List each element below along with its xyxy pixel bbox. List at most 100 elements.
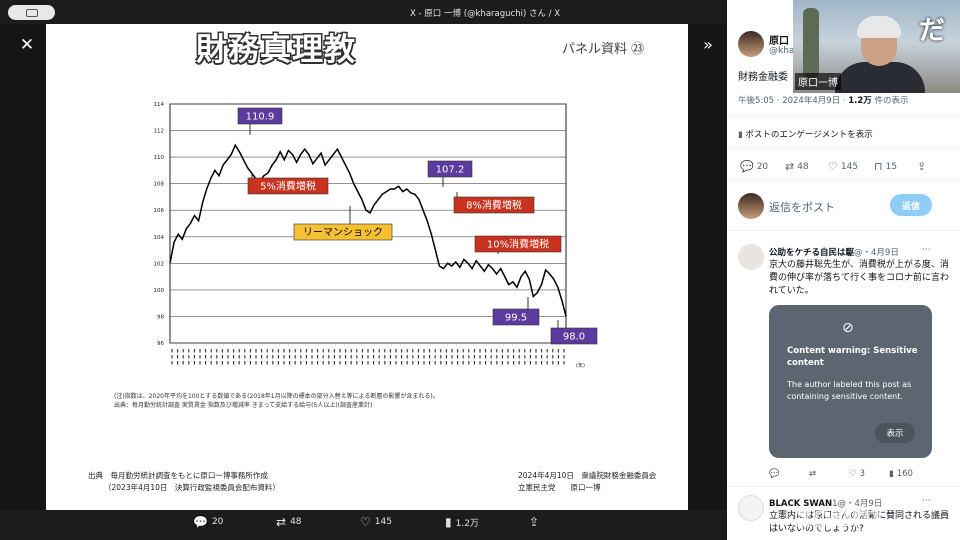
viewer-reply-button[interactable]: 💬 20 [193,515,223,529]
background-statue [803,8,819,78]
divider [727,486,960,487]
y-tick-label: 100 [154,288,165,294]
divider [727,116,960,117]
viewer-repost-button[interactable]: ⇄ 48 [276,515,302,529]
x-tick [535,349,537,365]
more-icon[interactable]: ··· [922,245,931,255]
my-avatar [738,193,764,219]
x-tick [289,349,291,365]
x-tick [328,349,330,365]
x-tick [490,349,492,365]
svg-text:リーマンショック: リーマンショック [303,227,383,239]
viewer-views-button[interactable]: ▮ 1.2万 [445,515,479,529]
x-tick [507,349,509,365]
x-tick [294,349,296,365]
content-warning-box: ⊘ Content warning: Sensitive content The… [769,305,932,458]
divider [727,180,960,181]
window-title: X - 原口 一博 (@kharaguchi) さん / X [410,9,561,19]
reply-2-author[interactable]: BLACK SWAN1@・4月9日 [769,497,882,509]
x-tick [440,349,442,365]
show-content-button[interactable]: 表示 [875,423,915,443]
repost-count: 48 [797,161,809,172]
like-button[interactable]: ♡ 145 [828,160,858,173]
x-tick [221,349,223,365]
source-right-line-1: 2024年4月10日 衆議院財務金融委員会 [518,471,657,480]
y-tick-label: 98 [157,314,164,320]
reply-2-text: 立憲内には原口さんの活動に賛同される議員はいないのでしょうか? [769,511,950,534]
x-tick [255,349,257,365]
x-axis-ticks: (年) [171,349,585,369]
y-tick-label: 112 [154,129,165,135]
chart-source-footnote: 出典：毎月勤労統計調査 実質賃金 指数及び増減率 きまって支給する給与(5人以上… [114,402,373,409]
x-tick [322,349,324,365]
source-left-line-1: 出典 毎月勤労統計調査をもとに原口一博事務所作成 [88,471,268,480]
x-tick [171,349,173,365]
chevron-double-right-icon[interactable]: » [703,34,713,54]
10pct-tax-label: 10%消費増税 [474,235,562,254]
reply-1-views-button[interactable]: ▮ 160 [889,469,913,479]
share-button[interactable]: ⇪ [917,160,926,173]
y-axis-ticks: 96 98 100 102 104 106 108 110 112 114 [154,102,165,347]
repost-icon: ⇄ [276,515,287,529]
svg-text:10%消費増税: 10%消費増税 [487,238,549,251]
more-icon[interactable]: ··· [922,496,931,506]
like-count: 145 [840,161,859,172]
reply-1-like-button[interactable]: ♡ 3 [849,469,865,479]
viewer-like-button[interactable]: ♡ 145 [360,515,392,529]
peak-2-label: 107.2 [427,160,473,187]
viewer-share-button[interactable]: ⇪ [529,515,539,529]
panel-label: パネル資料 ㉓ [562,42,645,57]
x-tick [272,349,274,365]
x-tick [266,349,268,365]
reply-1-author[interactable]: 公助をケチる自民は駆@・4月9日 [769,246,899,258]
reply-button[interactable]: 💬 20 [740,160,768,173]
reply-1-repost-button[interactable]: ⇄ [809,469,819,479]
chart-footnote: (注)指数は、2020年平均を100とする数値である(2018年1月以降の標本の… [114,393,439,400]
bookmark-button[interactable]: ⊓ 15 [874,160,897,173]
y-tick-label: 110 [154,155,165,161]
x-tick [457,349,459,365]
reply-icon: 💬 [740,160,754,173]
media-viewer: X - 原口 一博 (@kharaguchi) さん / X ✕ » 財務真理教… [0,0,727,540]
reply-1-avatar[interactable] [738,244,764,270]
reply-2-meta: 1@・4月9日 [832,499,883,509]
post-views-count: 1.2万 [848,96,872,106]
reply-submit-button[interactable]: 返信 [890,194,932,216]
repost-button[interactable]: ⇄ 48 [785,160,809,173]
author-handle[interactable]: @kha [769,46,795,56]
x-tick [317,349,319,365]
source-right-line-2: 立憲民主党 原口一博 [518,483,601,492]
x-tick [311,349,313,365]
x-tick [373,349,375,365]
x-tick [367,349,369,365]
x-tick [513,349,515,365]
zoom-watermark: zoom [795,500,882,535]
close-icon[interactable]: ✕ [19,35,35,55]
reply-1-like-count: 3 [859,469,866,479]
x-tick [277,349,279,365]
x-tick [199,349,201,365]
author-name[interactable]: 原口 [769,36,789,47]
x-tick [182,349,184,365]
latest-value-label: 98.0 [550,320,598,345]
sidebar-toggle-button[interactable] [8,5,55,20]
x-tick [227,349,229,365]
x-tick [238,349,240,365]
x-tick [300,349,302,365]
post-views-suffix: 件の表示 [871,96,909,106]
reply-1-reply-button[interactable]: 💬 [769,469,783,479]
reply-input[interactable]: 返信をポスト [769,201,835,214]
trough-label: 99.5 [492,297,540,326]
engagement-link[interactable]: ▮ ポストのエンゲージメントを表示 [738,128,873,140]
x-tick [205,349,207,365]
reply-icon: 💬 [193,515,208,529]
x-tick [462,349,464,365]
y-tick-label: 96 [157,341,164,347]
x-tick [356,349,358,365]
author-avatar[interactable] [738,31,764,57]
reply-1-meta: @・4月9日 [854,248,899,258]
content-warning-description: The author labeled this post as containi… [787,380,912,401]
x-tick [283,349,285,365]
reply-count: 20 [756,161,769,172]
reply-2-avatar[interactable] [738,495,764,521]
